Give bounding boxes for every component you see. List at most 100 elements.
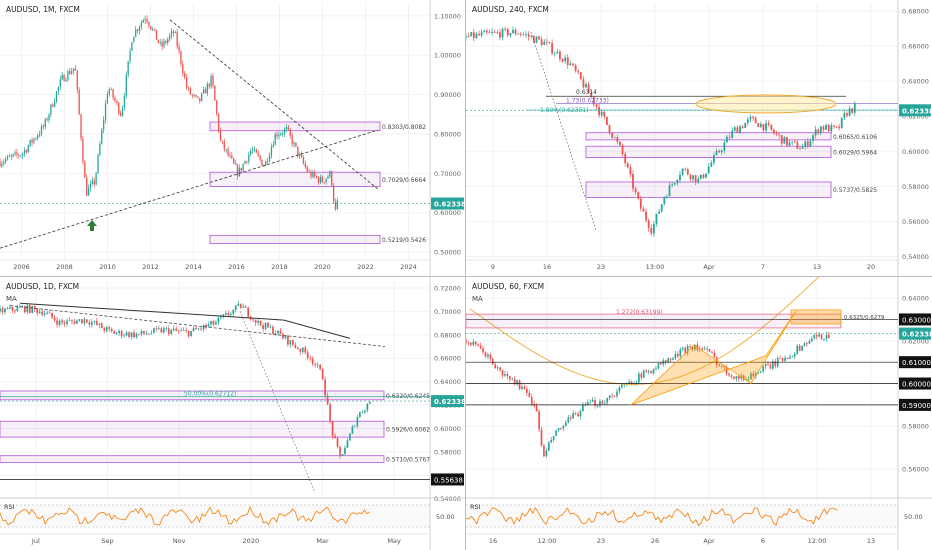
candle-body [530,397,533,404]
y-tick-label: 0.62000 [902,113,929,121]
candle-body [603,402,606,404]
candle-body [731,130,734,138]
candle-body [810,338,813,342]
candle-body [780,135,783,144]
candle-body [526,388,528,393]
dotted-trendline [530,31,597,231]
x-tick-label: 12:00 [538,537,557,545]
candle-body [708,349,711,352]
candle-body [736,127,739,133]
pane-divider-horizontal[interactable] [0,276,932,277]
level-label: 0.6314 [576,89,597,96]
candle-body [309,357,312,359]
candle-body [825,124,828,130]
candle-body [121,107,124,116]
candle-body [363,410,366,413]
candle-body [827,124,830,132]
candle-body [185,330,188,331]
candle-body [314,363,317,366]
candle-body [296,347,299,350]
chart-pane-daily[interactable]: 0.720000.700000.680000.660000.640000.620… [0,277,465,550]
candle-body [153,328,155,333]
fib-label: 50.00%(0.62712) [184,391,236,398]
candle-body [673,183,676,185]
up-arrow-icon [87,220,97,231]
candle-body [326,395,329,405]
candle-body [487,354,489,357]
candle-body [63,74,65,82]
candle-body [187,330,190,337]
candle-body [801,147,804,149]
candle-body [146,18,148,22]
candle-body [601,401,604,404]
candle-body [177,330,180,332]
candle-body [511,378,514,380]
candle-body [728,373,730,376]
x-tick-label: 2024 [400,263,417,271]
candle-body [645,370,648,372]
candle-body [572,413,575,419]
supply-demand-zone [585,132,832,141]
y-tick-label: 0.90000 [434,91,461,99]
candle-body [299,154,301,156]
chart-title: AUDUSD, 60, FXCM [472,282,544,291]
candle-body [110,89,112,91]
pane-divider-vertical[interactable] [465,0,466,550]
candle-body [293,142,295,145]
candle-body [334,201,337,210]
candle-body [1,308,4,313]
candle-body [489,354,492,360]
candle-body [543,41,546,45]
candle-body [9,306,11,309]
candle-body [361,412,364,414]
last-price-label: 0.62338 [434,398,465,406]
candle-body [50,104,52,115]
candle-body [650,371,652,374]
rsi-line [0,506,371,526]
x-tick-label: 23 [597,537,605,545]
candle-body [51,312,53,318]
rsi-value: 50.00 [904,513,923,521]
candle-body [592,96,595,105]
candle-body [157,328,160,330]
candle-body [315,176,318,178]
candle-body [182,330,185,331]
candle-body [796,141,799,149]
chart-pane-monthly[interactable]: 1.10000 1.00000 0.90000 0.80000 0.70000 0.600… [0,0,465,276]
candle-body [16,307,19,312]
candle-body [659,363,662,365]
candle-body [301,347,304,352]
candle-body [192,328,195,332]
candle-body [227,149,229,156]
y-tick-label: 0.56000 [902,218,929,226]
candle-body [319,176,322,183]
candle-body [569,63,572,66]
candle-body [91,180,94,184]
candle-body [491,31,494,33]
candle-body [129,50,131,61]
candle-body [205,324,207,327]
candle-body [104,103,107,120]
chart-pane-h1[interactable]: 0.64000 0.62000 0.60000 0.58000 0.56000 16 12:… [466,277,932,550]
candle-body [170,330,173,334]
candle-body [691,347,694,350]
candle-body [119,113,122,116]
candle-body [499,367,501,371]
candle-body [803,343,806,346]
x-tick-label: Jul [31,537,40,545]
candle-body [133,36,135,43]
candle-body [170,31,173,36]
candle-body [264,322,267,330]
candle-body [180,330,183,332]
candle-body [480,32,483,36]
candle-body [167,328,170,334]
candle-body [6,156,9,160]
chart-pane-h4[interactable]: 0.68000 0.66000 0.64000 0.62000 0.60000 0.580… [466,0,932,276]
candle-body [550,440,553,443]
last-price-badge [431,395,464,408]
candle-body [174,32,176,34]
supply-demand-zone [0,420,385,438]
candle-body [33,138,35,143]
candle-body [4,308,6,313]
candle-body [825,334,828,339]
